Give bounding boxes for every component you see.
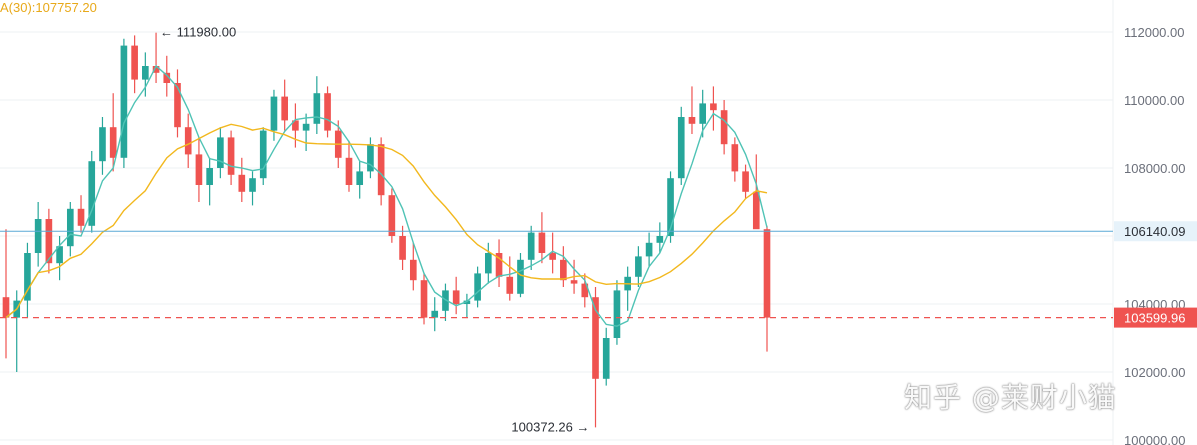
candle-body — [345, 157, 353, 185]
y-tick-label: 112000.00 — [1124, 25, 1185, 40]
candle-body — [581, 283, 589, 298]
y-tick-label: 108000.00 — [1124, 161, 1185, 176]
ma-legend-label: A(30):107757.20 — [0, 0, 97, 15]
candle-body — [388, 195, 396, 236]
candle-body — [77, 208, 85, 226]
y-tick-label: 110000.00 — [1124, 93, 1185, 108]
candle-body — [442, 290, 449, 311]
watermark-text: 知乎 @莱财小猫 — [904, 381, 1117, 414]
candle-body — [206, 168, 213, 185]
candle-body — [238, 174, 246, 192]
candle-body — [570, 280, 578, 284]
candle-body — [34, 219, 42, 253]
candle-body — [720, 110, 728, 145]
candle-body — [66, 208, 74, 247]
candle-body — [752, 191, 760, 230]
low-marker-label: 100372.26 → — [511, 419, 589, 434]
ref-price-label: 106140.09 — [1124, 224, 1185, 239]
candle-body — [292, 120, 299, 131]
ref-price-tag — [1114, 221, 1197, 242]
candle-body — [656, 236, 664, 243]
candle-body — [463, 300, 471, 304]
candle-body — [367, 144, 374, 172]
ma-fast-line — [5, 64, 768, 327]
candle-body — [549, 253, 556, 260]
candle-body — [452, 290, 460, 304]
candle-body — [667, 178, 674, 236]
candle-body — [109, 127, 117, 158]
candle-body — [742, 171, 749, 192]
candle-body — [409, 259, 417, 281]
last-price-label: 103599.96 — [1124, 311, 1185, 326]
candle-body — [120, 45, 128, 158]
candle-body — [474, 273, 481, 301]
candle-body — [184, 127, 192, 155]
candle-body — [142, 66, 149, 80]
candle-body — [56, 246, 63, 264]
candle-body — [763, 229, 771, 318]
candle-body — [688, 117, 696, 124]
candle-body — [527, 232, 535, 260]
candle-body — [195, 154, 203, 185]
candle-body — [710, 103, 717, 111]
candle-body — [270, 96, 278, 131]
candle-body — [217, 137, 224, 168]
candle-body — [302, 123, 310, 131]
candle-body — [431, 310, 439, 318]
candle-body — [324, 93, 331, 131]
candle-body — [506, 276, 514, 294]
candle-body — [677, 117, 685, 179]
candle-body — [420, 280, 428, 318]
y-tick-label: 100000.00 — [1124, 433, 1185, 445]
candle-body — [174, 83, 181, 128]
candle-body — [227, 137, 235, 175]
candle-body — [249, 178, 256, 192]
candle-body — [635, 256, 642, 277]
candle-body — [602, 338, 610, 379]
candle-body — [24, 253, 31, 301]
candle-body — [517, 259, 524, 294]
candle-body — [731, 144, 739, 172]
candle-body — [699, 103, 707, 124]
candle-body — [163, 72, 171, 83]
high-marker-label: ← 111980.00 — [160, 25, 236, 40]
candle-body — [313, 93, 321, 124]
candle-body — [99, 127, 106, 162]
candle-body — [399, 236, 406, 260]
candle-body — [495, 253, 503, 277]
candle-body — [152, 66, 160, 73]
candle-body — [131, 45, 138, 80]
candle-body — [538, 232, 546, 253]
ma-slow-line — [5, 123, 768, 319]
candle-body — [281, 96, 288, 121]
candle-body — [377, 144, 385, 196]
y-tick-label: 102000.00 — [1124, 365, 1185, 380]
candle-body — [645, 242, 653, 257]
candle-body — [259, 130, 267, 179]
candle-body — [88, 161, 96, 226]
candle-body — [560, 259, 567, 281]
candle-body — [2, 297, 10, 318]
candle-body — [45, 219, 53, 264]
candle-body — [485, 253, 492, 274]
last-price-tag — [1114, 307, 1197, 328]
candle-body — [613, 290, 621, 338]
candle-body — [356, 171, 364, 185]
candle-body — [592, 297, 599, 379]
